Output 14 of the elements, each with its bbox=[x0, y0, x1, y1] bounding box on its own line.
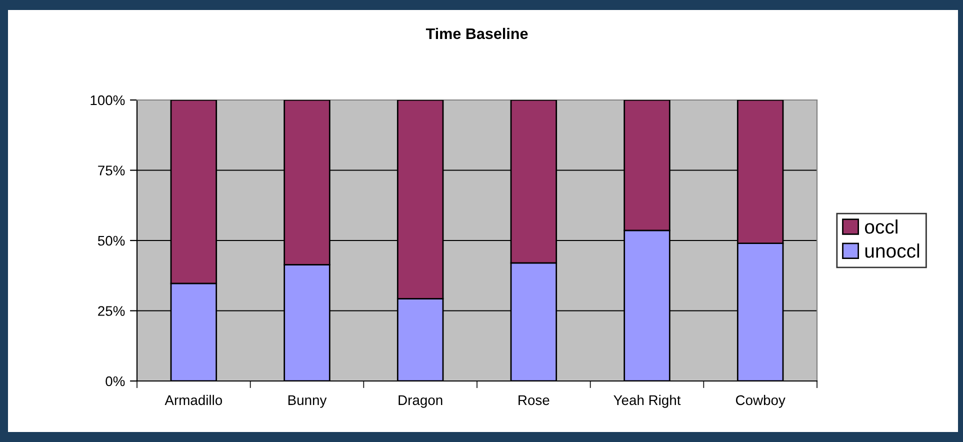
y-tick-label: 75% bbox=[98, 166, 125, 176]
x-tick-label: Cowboy bbox=[736, 394, 786, 408]
chart-title: Time Baseline bbox=[426, 28, 528, 40]
y-tick-label: 50% bbox=[98, 236, 125, 246]
x-tick-label: Armadillo bbox=[164, 394, 222, 406]
x-tick-label: Rose bbox=[518, 395, 550, 406]
x-tick-label: Dragon bbox=[398, 395, 442, 408]
y-tick-label: 0% bbox=[106, 376, 125, 386]
x-tick-label: Bunny bbox=[288, 395, 327, 408]
y-tick-label: 25% bbox=[98, 306, 125, 316]
legend-label: unoccl bbox=[865, 244, 920, 258]
legend-label: occl bbox=[864, 219, 898, 234]
x-tick-label: Yeah Right bbox=[614, 394, 681, 408]
y-tick-label: 100% bbox=[90, 95, 125, 106]
